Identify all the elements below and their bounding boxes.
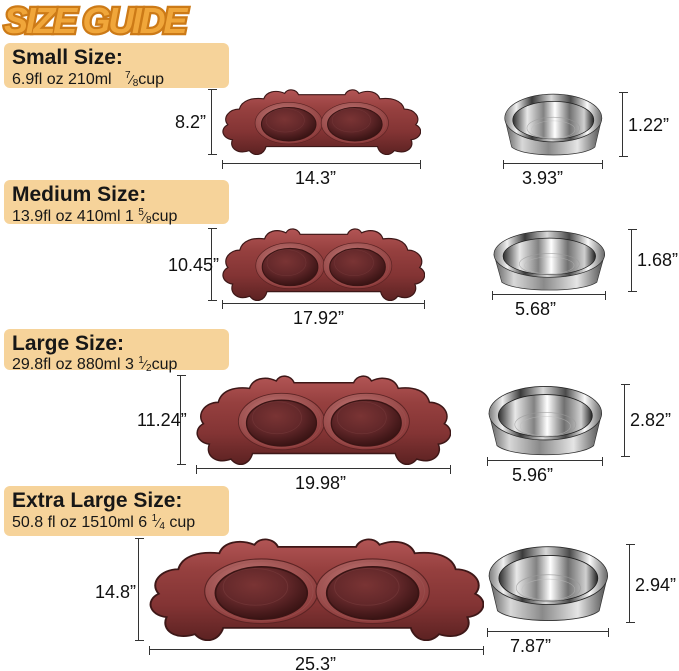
svg-text:SIZE GUIDE: SIZE GUIDE	[4, 0, 188, 41]
